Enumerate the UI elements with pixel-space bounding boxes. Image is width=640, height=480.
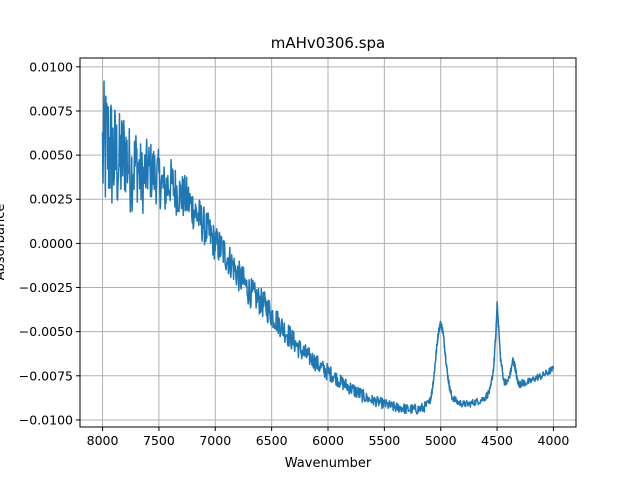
y-tick-label: 0.0000	[29, 236, 73, 251]
y-tick-label: 0.0075	[29, 103, 73, 118]
axis-ticks: 8000 7500 7000 6500 6000 5500 5000 4500 4000 0.01…	[19, 59, 570, 448]
x-tick-label: 4500	[481, 433, 513, 448]
y-tick-label: 0.0050	[29, 148, 73, 163]
y-tick-label: −0.0100	[19, 412, 73, 427]
spectrum-line	[101, 80, 555, 415]
x-tick-label: 6000	[312, 433, 344, 448]
x-tick-label: 4000	[538, 433, 570, 448]
grid-lines	[80, 58, 576, 427]
x-tick-label: 5500	[368, 433, 400, 448]
x-tick-label: 7000	[199, 433, 231, 448]
x-tick-label: 6500	[256, 433, 288, 448]
y-tick-label: −0.0050	[19, 324, 73, 339]
y-tick-label: 0.0025	[29, 192, 73, 207]
x-tick-label: 8000	[87, 433, 119, 448]
series-layer	[101, 80, 555, 415]
x-axis-label: Wavenumber	[285, 456, 372, 471]
x-tick-label: 7500	[143, 433, 175, 448]
y-tick-label: −0.0075	[19, 368, 73, 383]
chart-title: mAHv0306.spa	[271, 34, 386, 52]
y-tick-label: 0.0100	[29, 59, 73, 74]
y-tick-label: −0.0025	[19, 280, 73, 295]
y-axis-label: Absorbance	[0, 204, 8, 281]
x-tick-label: 5000	[425, 433, 457, 448]
